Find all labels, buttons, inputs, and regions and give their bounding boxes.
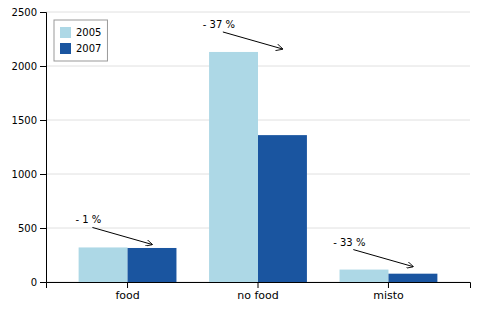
tick-mark bbox=[40, 66, 46, 67]
bar bbox=[128, 248, 177, 282]
tick: 1500 bbox=[12, 115, 46, 126]
series bbox=[79, 52, 389, 282]
legend-swatch bbox=[60, 27, 71, 38]
tick: 500 bbox=[18, 223, 46, 234]
tick: 0 bbox=[31, 277, 46, 288]
annotation-arrow bbox=[92, 227, 152, 244]
tick-mark bbox=[40, 228, 46, 229]
tick: 2000 bbox=[12, 61, 46, 72]
tick-label: misto bbox=[373, 289, 404, 302]
grid bbox=[46, 12, 470, 282]
tick-label: 500 bbox=[18, 223, 37, 234]
annotation: - 1 % bbox=[75, 214, 101, 225]
legend-item: 2007 bbox=[60, 43, 101, 54]
tick-mark bbox=[40, 120, 46, 121]
tick: food bbox=[115, 282, 139, 302]
legend-item: 2005 bbox=[60, 27, 101, 38]
bar bbox=[388, 274, 437, 282]
bars bbox=[79, 52, 438, 282]
tick-mark bbox=[40, 12, 46, 13]
annotation: - 37 % bbox=[203, 19, 235, 30]
legend-frame bbox=[54, 20, 107, 61]
tick: no food bbox=[237, 282, 279, 302]
tick-label: no food bbox=[237, 289, 279, 302]
annotation-arrow bbox=[223, 32, 283, 49]
legend-swatch bbox=[60, 43, 71, 54]
tick: misto bbox=[373, 282, 404, 302]
tick-label: 1000 bbox=[12, 169, 37, 180]
annotations: - 1 % - 37 % - 33 % bbox=[75, 19, 412, 267]
tick: 1000 bbox=[12, 169, 46, 180]
chart: 0 500 1000 1500 2000 2500 food no food misto - 1 … bbox=[0, 0, 482, 310]
plot: 0 500 1000 1500 2000 2500 food no food misto - 1 … bbox=[12, 7, 471, 302]
annotation-arrow bbox=[353, 250, 413, 267]
axis-domain bbox=[40, 13, 47, 283]
tick-mark bbox=[40, 174, 46, 175]
bar bbox=[340, 270, 389, 282]
y-axis: 0 500 1000 1500 2000 2500 bbox=[12, 7, 47, 288]
tick-label: 0 bbox=[31, 277, 37, 288]
legend-label: 2007 bbox=[76, 43, 101, 54]
tick-label: food bbox=[115, 289, 139, 302]
x-axis: food no food misto bbox=[47, 282, 471, 302]
tick-mark bbox=[40, 282, 46, 283]
tick-mark bbox=[127, 282, 128, 288]
series bbox=[128, 135, 438, 282]
tick: 2500 bbox=[12, 7, 46, 18]
tick-mark bbox=[258, 282, 259, 288]
tick-label: 1500 bbox=[12, 115, 37, 126]
legend-label: 2005 bbox=[76, 27, 101, 38]
grid-line bbox=[46, 12, 470, 13]
bar bbox=[258, 135, 307, 282]
tick-mark bbox=[388, 282, 389, 288]
tick-label: 2500 bbox=[12, 7, 37, 18]
bar bbox=[79, 247, 128, 282]
annotation: - 33 % bbox=[333, 237, 365, 248]
bar bbox=[209, 52, 258, 282]
legend: 2005 2007 bbox=[54, 20, 107, 61]
axis-domain bbox=[47, 283, 471, 289]
tick-label: 2000 bbox=[12, 61, 37, 72]
